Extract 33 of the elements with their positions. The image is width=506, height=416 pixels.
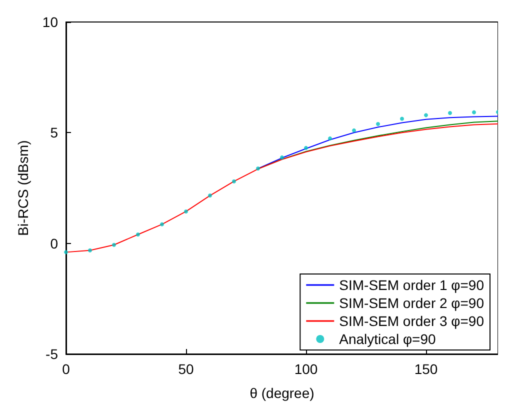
legend-label: SIM-SEM order 2 φ=90 (339, 295, 484, 311)
y-axis-title: Bi-RCS (dBsm) (15, 140, 31, 236)
point (448, 110, 452, 115)
point (232, 179, 236, 184)
point (472, 110, 476, 114)
legend-label: SIM-SEM order 3 φ=90 (339, 313, 484, 329)
y-tick-label: 5 (50, 124, 58, 141)
point (280, 155, 284, 160)
point (112, 242, 116, 247)
x-tick-label: 50 (178, 361, 194, 377)
legend-label: Analytical φ=90 (339, 331, 436, 347)
x-tick-label: 0 (62, 361, 70, 377)
point (136, 232, 140, 236)
point (208, 194, 212, 198)
y-tick-label: 0 (50, 235, 58, 252)
x-tick-label: 100 (294, 361, 318, 377)
legend-label: SIM-SEM order 1 φ=90 (339, 277, 484, 293)
point (88, 248, 92, 252)
point (376, 122, 380, 126)
point (256, 166, 260, 171)
point (424, 113, 428, 118)
point (160, 222, 164, 226)
point (64, 250, 68, 254)
point (304, 146, 308, 150)
point (184, 209, 188, 214)
y-tick-label: -5 (46, 346, 58, 362)
x-tick-label: 150 (414, 361, 438, 377)
point (352, 128, 356, 132)
y-tick-label: 10 (42, 14, 58, 30)
point (328, 136, 332, 140)
x-axis-title: θ (degree) (250, 385, 314, 401)
point (400, 116, 404, 121)
line-series (66, 123, 498, 253)
